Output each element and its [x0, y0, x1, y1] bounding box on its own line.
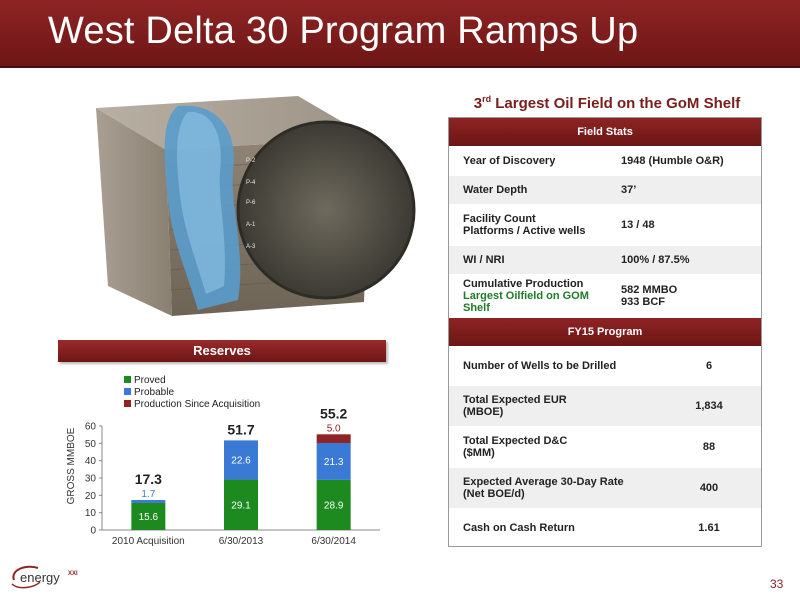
x-tick-label: 6/30/2014	[311, 536, 356, 547]
table-subtitle: 3rd Largest Oil Field on the GoM Shelf	[473, 94, 741, 112]
reserves-banner: Reserves	[58, 340, 386, 362]
magnified-lens	[236, 120, 416, 300]
well-label: P-2	[246, 158, 256, 164]
program-row: Total Expected D&C ($MM) 88	[463, 435, 716, 459]
bar-segment	[316, 434, 351, 443]
legend-swatch	[124, 376, 131, 383]
bar-segment	[224, 479, 258, 530]
data-label: 22.6	[231, 455, 251, 466]
title-bar: West Delta 30 Program Ramps Up	[0, 0, 800, 68]
data-label: 29.1	[231, 500, 251, 511]
well-label: P-4	[246, 180, 256, 186]
stat-row: Water Depth 37’	[449, 176, 761, 204]
legend-label: Probable	[134, 387, 174, 398]
stat-row: Facility Count Platforms / Active wells …	[463, 213, 655, 237]
bar-segment	[131, 502, 166, 530]
data-label: 28.9	[324, 500, 344, 511]
data-label: 15.6	[139, 512, 159, 523]
data-label: 21.3	[324, 457, 344, 468]
legend-swatch	[124, 400, 131, 407]
bar-segment	[131, 500, 166, 503]
chart-bars	[131, 434, 351, 530]
fy15-header: FY15 Program	[449, 318, 761, 346]
program-row: Number of Wells to be Drilled 6	[463, 360, 713, 372]
total-label: 55.2	[320, 405, 347, 421]
block-left-face	[96, 108, 172, 316]
y-tick-label: 30	[85, 474, 97, 485]
x-tick-label: 6/30/2013	[219, 536, 264, 547]
total-label: 51.7	[227, 421, 254, 437]
legend-label: Production Since Acquisition	[134, 399, 260, 410]
y-tick-label: 20	[85, 491, 97, 502]
company-logo: energy XXI	[11, 565, 78, 589]
legend-swatch	[124, 388, 131, 395]
y-tick-label: 40	[85, 456, 97, 467]
stats-panel: Field Stats Year of Discovery 1948 (Humb…	[448, 117, 762, 547]
y-axis-label: GROSS MMBOE	[66, 427, 77, 504]
program-row: Expected Average 30-Day Rate (Net BOE/d)…	[449, 468, 761, 508]
data-label: 1.7	[141, 489, 155, 500]
page-number: 33	[770, 577, 784, 591]
logo-sup: XXI	[68, 571, 78, 577]
logo-text: energy	[20, 570, 60, 585]
y-tick-label: 0	[90, 526, 96, 537]
bar-segment	[224, 440, 258, 480]
slide-title: West Delta 30 Program Ramps Up	[48, 10, 639, 52]
well-label: P-6	[246, 200, 256, 206]
chart-labels: 15.6 1.7 17.3 29.1 22.6 51.7 28.9 21.3 5.0 55.2	[135, 405, 348, 523]
program-row: Cash on Cash Return 1.61	[463, 522, 720, 534]
total-label: 17.3	[135, 471, 162, 487]
stat-row: Cumulative Production Largest Oilfield o…	[463, 278, 678, 314]
well-label: A-1	[246, 222, 256, 228]
bar-segment	[316, 479, 351, 530]
stat-row: WI / NRI 100% / 87.5%	[449, 246, 761, 274]
y-tick-label: 60	[85, 422, 97, 433]
data-label: 5.0	[327, 423, 341, 434]
well-label: A-3	[246, 244, 256, 250]
x-tick-label: 2010 Acquisition	[112, 536, 185, 547]
stat-row: Year of Discovery 1948 (Humble O&R)	[463, 155, 724, 167]
geology-illustration: P-2 P-4 P-6 A-1 A-3	[96, 96, 416, 316]
bar-segment	[316, 442, 351, 480]
legend-label: Proved	[134, 375, 166, 386]
program-row: Total Expected EUR (MBOE) 1,834	[449, 386, 761, 426]
field-stats-header: Field Stats	[449, 118, 761, 146]
y-tick-label: 50	[85, 439, 97, 450]
y-tick-label: 10	[85, 508, 97, 519]
